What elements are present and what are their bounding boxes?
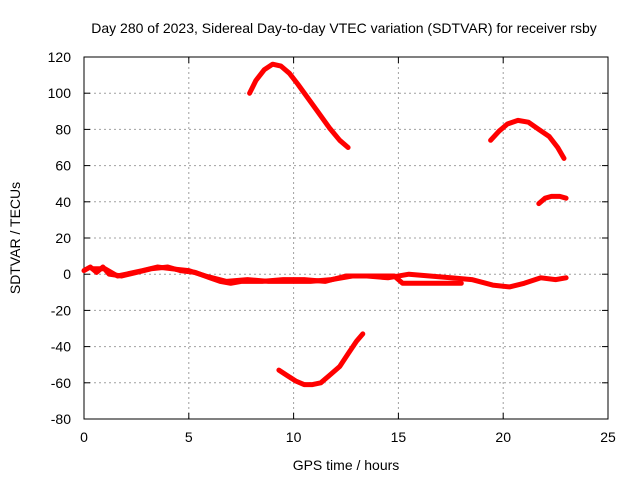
x-tick-label: 20 [495,429,511,445]
x-tick-label: 10 [286,429,302,445]
y-tick-label: 20 [55,230,71,246]
series-arc-main-a [81,264,569,290]
y-tick-label: 0 [63,266,71,282]
x-tick-label: 25 [600,429,616,445]
y-tick-label: 100 [48,85,72,101]
series-arc-negative [276,331,366,388]
y-tick-label: -60 [51,375,71,391]
y-tick-label: 40 [55,194,71,210]
ticks-layer: 0 5 10 15 20 25 -80 -60 -40 -20 0 20 40 60 80 100 120 [48,49,616,445]
grid-layer [84,57,608,419]
series-layer [81,61,569,388]
y-tick-label: 80 [55,121,71,137]
x-axis-label: GPS time / hours [293,457,400,473]
series-arc-main-b [89,264,464,286]
x-tick-label: 15 [391,429,407,445]
x-tick-label: 5 [185,429,193,445]
y-tick-label: -40 [51,339,71,355]
series-arc-high-peak [247,61,351,150]
y-axis-label: SDTVAR / TECUs [7,182,23,294]
series-arc-late-40 [536,193,569,207]
y-tick-label: 60 [55,158,71,174]
y-tick-label: -20 [51,302,71,318]
x-tick-label: 0 [80,429,88,445]
y-tick-label: -80 [51,411,71,427]
chart-title: Day 280 of 2023, Sidereal Day-to-day VTE… [91,20,597,36]
y-tick-label: 120 [48,49,72,65]
series-arc-late-80 [488,117,567,161]
